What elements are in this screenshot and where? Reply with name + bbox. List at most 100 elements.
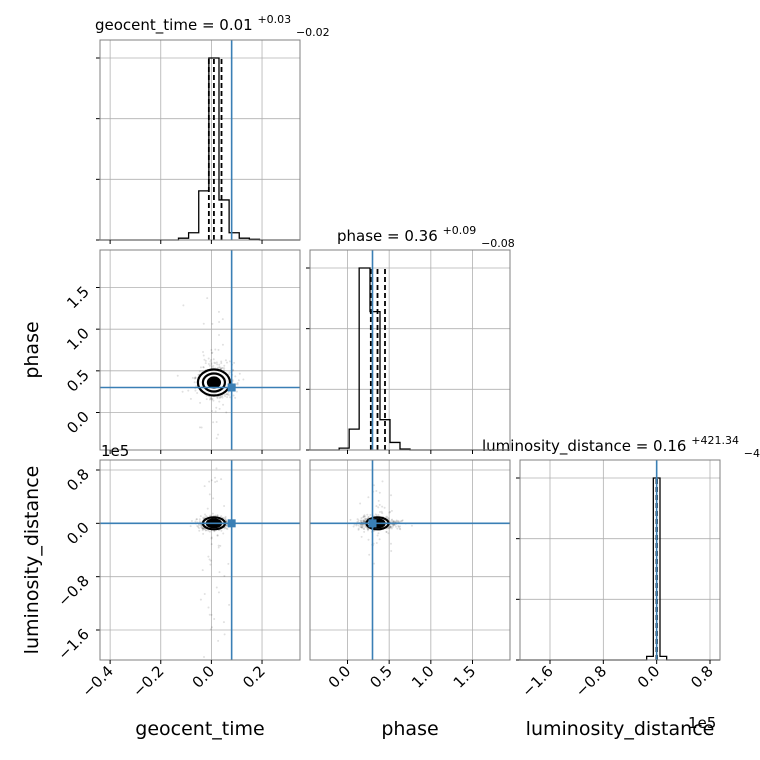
- sample-point: [363, 520, 366, 523]
- sample-point: [377, 499, 380, 502]
- sample-point: [209, 705, 211, 707]
- sample-point: [356, 518, 359, 521]
- sample-point: [355, 524, 358, 527]
- sample-point: [383, 506, 386, 509]
- panel-geocent_time-phase: 0.0 0.5 1.0 1.5: [63, 249, 301, 454]
- sample-point: [401, 519, 404, 522]
- sample-point: [410, 524, 413, 527]
- sample-point: [228, 371, 231, 374]
- sample-point: [366, 513, 369, 516]
- truth-marker: [227, 383, 236, 392]
- sample-point: [218, 396, 221, 399]
- sample-point: [235, 383, 238, 386]
- sample-point: [202, 526, 205, 529]
- sample-point: [190, 520, 193, 523]
- sample-point: [360, 519, 363, 522]
- sample-point: [363, 514, 366, 517]
- sample-point: [224, 515, 227, 518]
- sample-point: [213, 530, 216, 533]
- title-luminosity-distance: luminosity_distance = 0.16 +421.34 −427.…: [482, 430, 760, 460]
- sample-point: [196, 525, 199, 528]
- sample-point: [193, 377, 196, 380]
- sample-point: [209, 360, 212, 363]
- sample-point: [227, 393, 230, 396]
- title-geocent-time-plus: +0.03: [257, 13, 291, 26]
- sample-point: [208, 425, 210, 427]
- sample-point: [193, 381, 196, 384]
- sample-point: [208, 530, 211, 533]
- sample-point: [217, 639, 220, 642]
- sample-point: [359, 525, 362, 528]
- ylabel-luminosity-distance: luminosity_distance: [21, 466, 43, 655]
- sample-point: [194, 376, 197, 379]
- sample-point: [221, 367, 224, 370]
- grid: [100, 40, 300, 240]
- sample-point: [223, 505, 226, 508]
- sample-point: [218, 400, 221, 403]
- sample-point: [392, 523, 395, 526]
- sample-point: [200, 527, 203, 530]
- x-tick-label: −0.2: [129, 662, 167, 700]
- sample-point: [378, 538, 381, 541]
- sample-point: [228, 396, 231, 399]
- sample-point: [218, 363, 221, 366]
- sample-point: [212, 421, 215, 424]
- title-geocent-time-main: geocent_time = 0.01: [95, 16, 253, 35]
- sample-point: [194, 389, 197, 392]
- x-tick-label: 0.5: [366, 662, 396, 692]
- sample-point: [361, 524, 364, 527]
- sample-point: [224, 359, 227, 362]
- sample-point: [389, 525, 392, 528]
- sample-point: [215, 467, 218, 470]
- sample-point: [202, 528, 205, 531]
- sample-point: [221, 318, 224, 321]
- sample-point: [392, 520, 395, 523]
- x-tick-label: 1.5: [450, 662, 480, 692]
- sample-point: [360, 517, 363, 520]
- sample-point: [387, 526, 390, 529]
- axes-frame: [99, 459, 301, 661]
- sample-point: [380, 510, 383, 513]
- x-tick-label: −0.4: [78, 662, 116, 700]
- sample-point: [221, 396, 224, 399]
- sample-point: [222, 621, 225, 624]
- sample-point: [204, 362, 207, 365]
- sample-point: [234, 375, 237, 378]
- sample-point: [217, 591, 220, 594]
- sample-point: [359, 502, 362, 505]
- sample-point: [226, 393, 229, 396]
- sample-point: [212, 358, 215, 361]
- sample-point: [396, 527, 399, 530]
- sample-point: [227, 391, 230, 394]
- sample-point: [360, 523, 363, 526]
- sample-point: [216, 397, 219, 400]
- sample-point: [360, 526, 363, 529]
- sample-point: [362, 519, 365, 522]
- sample-point: [375, 505, 378, 508]
- y-tick-label: 0.0: [63, 518, 93, 548]
- sample-point: [202, 366, 205, 369]
- sample-point: [236, 383, 239, 386]
- sample-point: [360, 520, 363, 523]
- sample-point: [215, 406, 218, 409]
- sample-point: [220, 515, 223, 518]
- sample-point: [198, 520, 201, 523]
- y-tick-label: 1.5: [63, 283, 93, 313]
- sample-point: [377, 506, 380, 509]
- sample-point: [199, 401, 202, 404]
- sample-point: [210, 362, 213, 365]
- sample-point: [209, 559, 212, 562]
- sample-point: [225, 527, 228, 530]
- sample-point: [209, 563, 212, 566]
- sample-point: [381, 505, 384, 508]
- sample-point: [210, 365, 213, 368]
- sample-point: [209, 397, 212, 400]
- panel-phase-phase: [306, 249, 511, 454]
- sample-point: [366, 527, 369, 530]
- sample-point: [395, 519, 398, 522]
- sample-point: [360, 526, 363, 529]
- sample-point: [224, 395, 227, 398]
- sample-point: [204, 529, 207, 532]
- sample-point: [208, 480, 211, 483]
- sample-point: [205, 515, 208, 518]
